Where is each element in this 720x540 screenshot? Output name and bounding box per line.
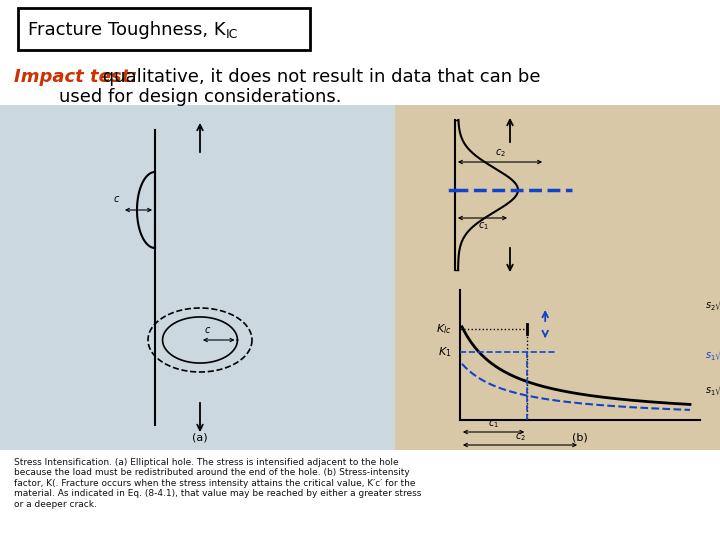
Text: $c_1$: $c_1$: [477, 220, 488, 232]
Text: (b): (b): [572, 432, 588, 442]
Text: $s_1\sqrt{\pi c_1}$: $s_1\sqrt{\pi c_1}$: [705, 382, 720, 399]
Bar: [0, 105, 395, 450]
Text: $s_1\sqrt{\pi c_2}$: $s_1\sqrt{\pi c_2}$: [705, 347, 720, 363]
Text: IC: IC: [226, 28, 238, 40]
Text: Fracture Toughness, K: Fracture Toughness, K: [28, 21, 225, 39]
Text: used for design considerations.: used for design considerations.: [36, 88, 341, 106]
Text: Stress Intensification. (a) Elliptical hole. The stress is intensified adjacent : Stress Intensification. (a) Elliptical h…: [14, 458, 421, 509]
Text: qualitative, it does not result in data that can be: qualitative, it does not result in data …: [97, 68, 541, 86]
Text: Impact test:: Impact test:: [14, 68, 138, 86]
Text: $c_1$: $c_1$: [488, 418, 499, 430]
Text: $c_2$: $c_2$: [515, 431, 526, 443]
Text: c: c: [114, 194, 119, 204]
Text: (a): (a): [192, 432, 208, 442]
Bar: [395, 105, 720, 450]
Bar: [18, 8, 310, 50]
Text: $c_2$: $c_2$: [495, 147, 505, 159]
Text: c: c: [205, 325, 210, 335]
Text: $K_1$: $K_1$: [438, 346, 452, 359]
Text: $s_2\sqrt{\pi c_1}$: $s_2\sqrt{\pi c_1}$: [705, 296, 720, 313]
Text: $K_{lc}$: $K_{lc}$: [436, 322, 452, 336]
